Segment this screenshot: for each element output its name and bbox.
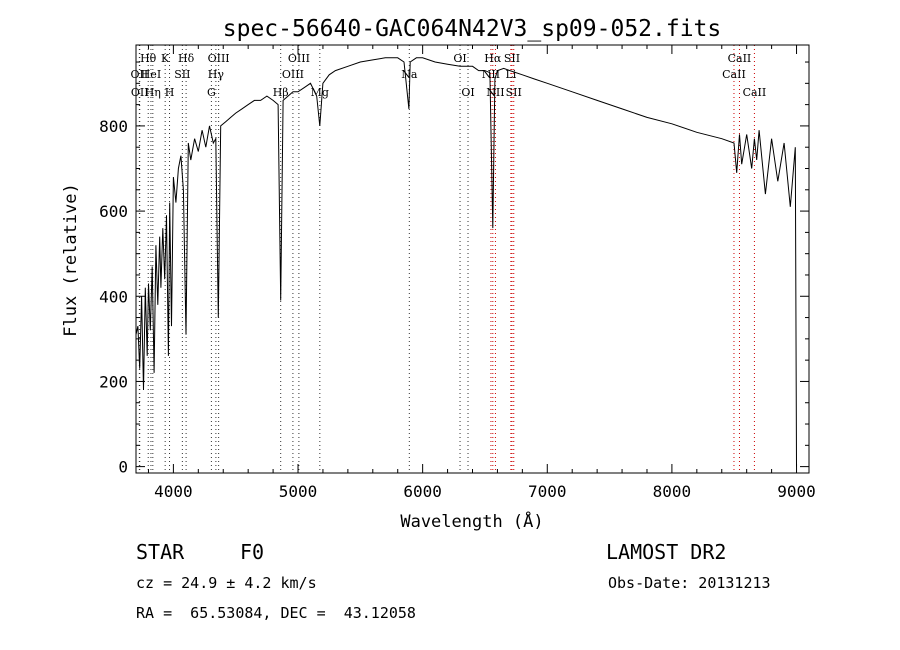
- x-tick-label: 7000: [528, 482, 567, 501]
- y-tick-label: 400: [99, 287, 128, 306]
- line-label: CaII: [728, 52, 752, 65]
- line-label: OIII: [288, 52, 310, 65]
- object-subclass: F0: [240, 540, 265, 564]
- plot-frame: [135, 44, 810, 474]
- line-label: Hα: [484, 52, 502, 65]
- y-tick-label: 0: [118, 458, 128, 477]
- line-label: OI: [461, 86, 474, 99]
- x-tick-label: 5000: [279, 482, 318, 501]
- object-class: STAR: [136, 540, 185, 564]
- obs-date: Obs-Date: 20131213: [608, 574, 771, 592]
- x-tick-label: 9000: [777, 482, 816, 501]
- chart-title: spec-56640-GAC064N42V3_sp09-052.fits: [223, 16, 722, 42]
- line-label: CaII: [722, 68, 746, 81]
- redshift-text: cz = 24.9 ± 4.2 km/s: [136, 574, 317, 592]
- line-label: OI: [453, 52, 466, 65]
- line-label: NII: [486, 86, 504, 99]
- spectrum-series-line: [135, 57, 797, 467]
- line-label: Mg: [311, 86, 329, 99]
- coordinates: RA = 65.53084, DEC = 43.12058: [136, 604, 416, 622]
- line-label: HeI: [141, 68, 161, 81]
- x-axis-label: Wavelength (Å): [400, 510, 543, 532]
- line-label: Hη: [145, 86, 161, 99]
- line-label: Hβ: [273, 86, 289, 99]
- y-tick-label: 800: [99, 117, 128, 136]
- line-label: CaII: [743, 86, 767, 99]
- x-axis: 4000 5000 6000 7000 8000 9000: [147, 45, 816, 501]
- line-label: OIII: [208, 52, 230, 65]
- line-label: Hδ: [178, 52, 195, 65]
- x-tick-label: 4000: [154, 482, 193, 501]
- line-label: OII: [131, 86, 149, 99]
- y-tick-label: 600: [99, 202, 128, 221]
- line-label: Li: [505, 68, 516, 81]
- line-label: G: [207, 86, 216, 99]
- spectral-line-markers: [138, 45, 755, 473]
- line-label: K: [161, 52, 170, 65]
- line-label: Hγ: [208, 68, 225, 81]
- line-label: OII: [131, 68, 149, 81]
- survey-name: LAMOST DR2: [606, 540, 727, 564]
- line-label: NII: [482, 68, 500, 81]
- line-label: SII: [506, 86, 522, 99]
- y-axis: 0 200 400 600 800: [99, 61, 809, 477]
- y-tick-label: 200: [99, 372, 128, 391]
- line-label: Hθ: [140, 52, 157, 65]
- line-label: SII: [174, 68, 190, 81]
- x-tick-label: 8000: [653, 482, 692, 501]
- line-label: SII: [504, 52, 520, 65]
- line-label: OIII: [282, 68, 304, 81]
- x-tick-label: 6000: [403, 482, 442, 501]
- line-label: H: [165, 86, 175, 99]
- y-axis-label: Flux (relative): [61, 183, 81, 337]
